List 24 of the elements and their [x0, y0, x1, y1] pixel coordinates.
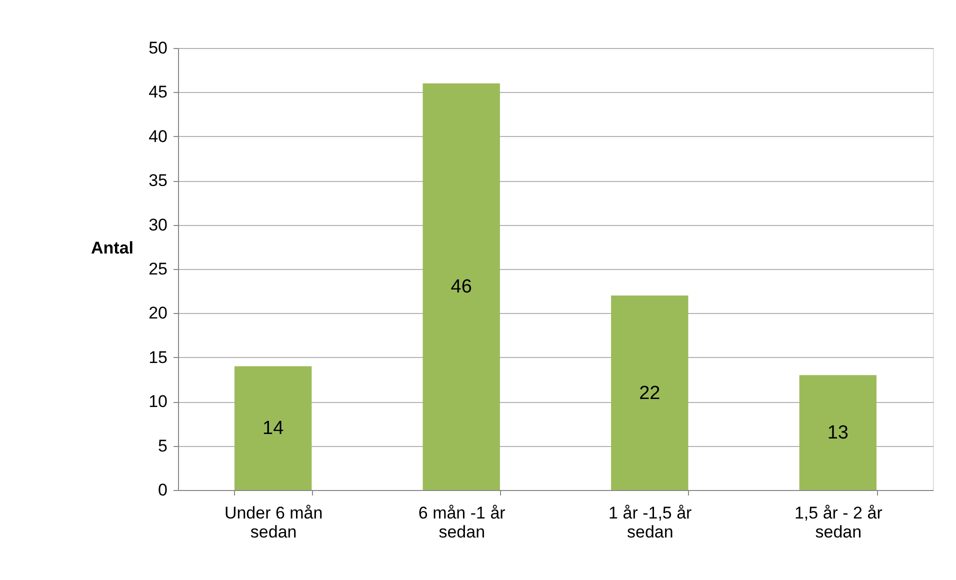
y-tick-label: 5: [158, 436, 168, 456]
data-label: 46: [450, 276, 472, 298]
bar: [611, 296, 688, 490]
y-tick-label: 0: [158, 480, 168, 500]
y-tick-label: 25: [148, 260, 168, 278]
x-tick-label: 1 år -1,5 år sedan: [608, 504, 692, 542]
y-tick-label: 40: [148, 126, 168, 146]
y-tick-label: 10: [148, 392, 168, 412]
x-tick-label: 6 mån -1 år sedan: [418, 504, 506, 542]
y-tick-label: 20: [148, 304, 168, 323]
bar: [234, 366, 312, 490]
data-label: 14: [262, 418, 284, 440]
data-label: 13: [827, 422, 848, 444]
y-axis-title: Antal: [91, 238, 134, 258]
y-tick-label: 50: [148, 38, 168, 58]
x-tick-label: Under 6 mån sedan: [224, 504, 323, 542]
y-tick-label: 15: [148, 348, 168, 367]
data-label: 22: [639, 382, 660, 404]
x-tick-label: 1,5 år - 2 år sedan: [794, 504, 883, 542]
y-tick-label: 35: [148, 171, 168, 190]
y-tick-label: 45: [148, 82, 168, 102]
y-tick-label: 30: [148, 215, 168, 234]
bar: [422, 83, 500, 490]
bar: [799, 375, 877, 490]
